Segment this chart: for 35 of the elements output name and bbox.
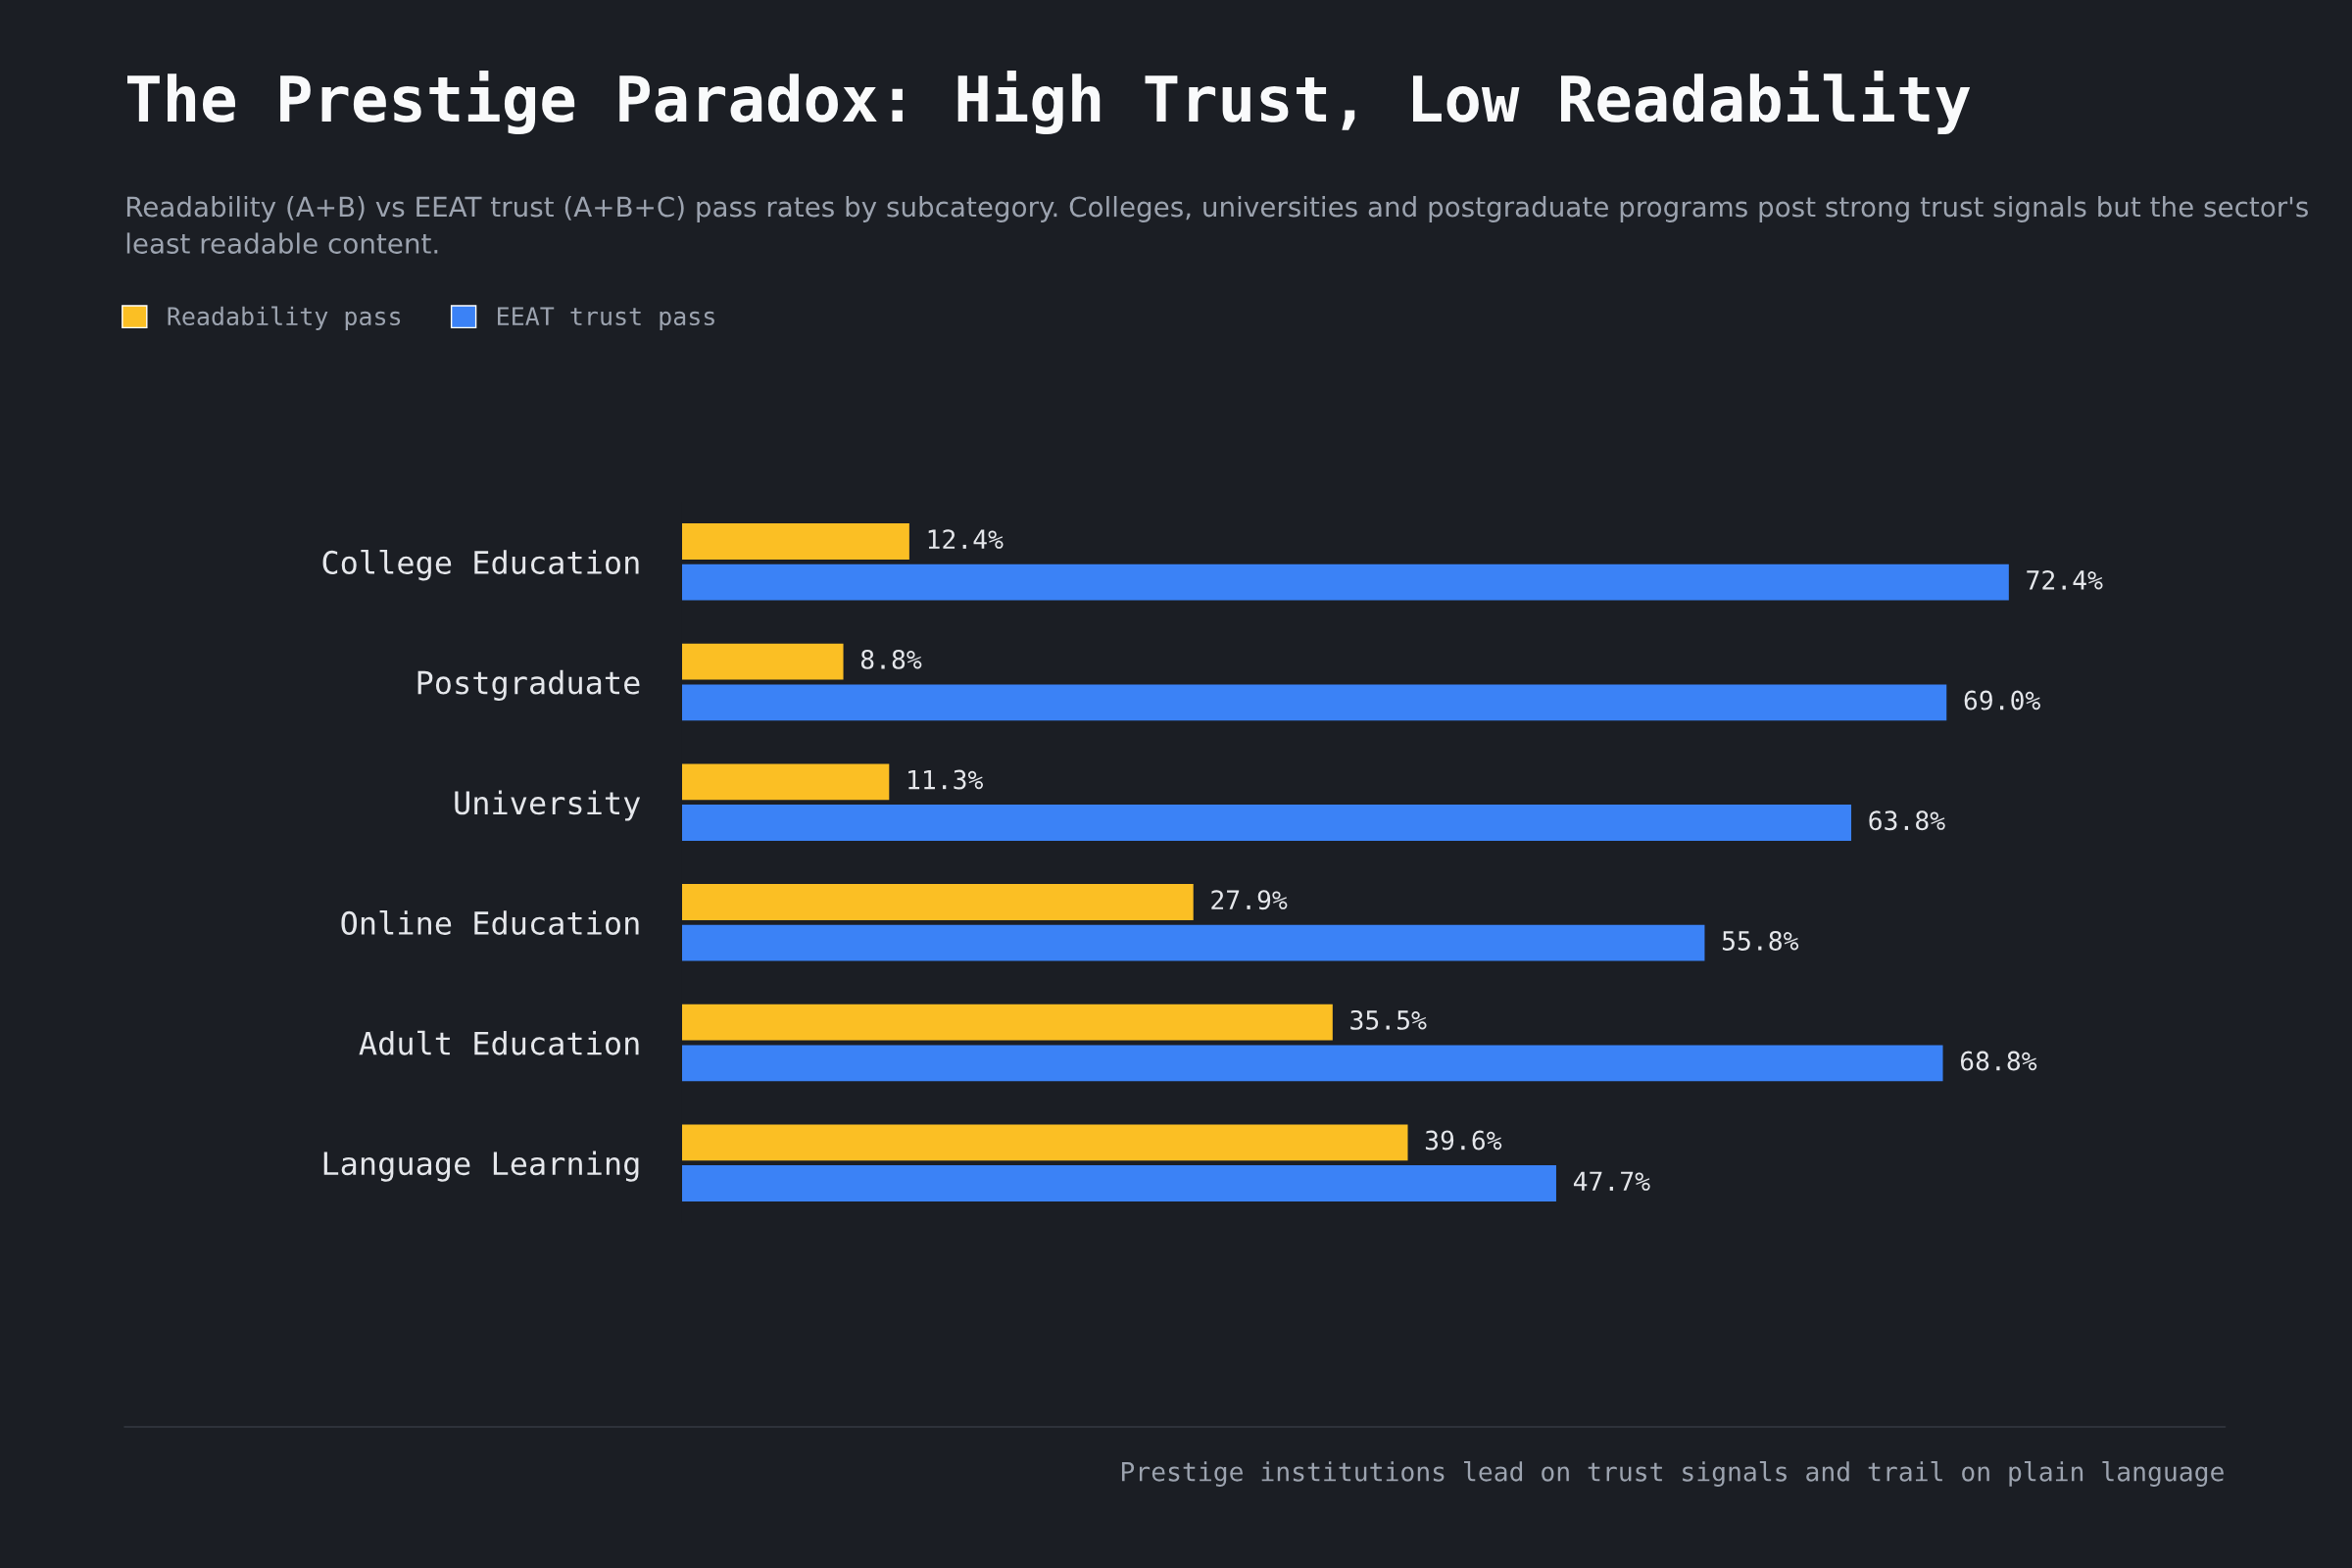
data-label: 68.8% [1960,1051,2037,1071]
legend-label: EEAT trust pass [498,307,714,330]
data-label: 55.8% [1722,930,1799,951]
text: Prestige institutions lead on trust signals and trail on plain language [1121,1461,2224,1487]
bar [682,1045,1943,1082]
chart-title: The Prestige Paradox: High Trust, Low Readability [127,70,1971,135]
data-label: 11.3% [908,769,983,790]
bar [682,924,1705,961]
bar [682,1124,1408,1161]
data-label: 63.8% [1869,810,1945,831]
bar [682,564,2009,601]
data-label: 12.4% [928,529,1004,549]
data-label: 72.4% [2027,569,2103,590]
y-tick-label: Adult Education [359,1030,639,1055]
y-tick-label: Language Learning [323,1151,639,1182]
data-label: 8.8% [860,649,922,669]
data-label: 27.9% [1211,890,1288,910]
bar [682,884,1194,920]
bar [682,805,1852,841]
y-tick-label: College Education [322,550,639,581]
data-label: 47.7% [1573,1171,1650,1191]
chart-subtitle: Readability (A+B) vs EEAT trust (A+B+C) pass rates by subcategory. Colleges, universities and postgraduate programs post strong trust signals but the sector's least readable content. [126,196,2308,254]
bar [682,1004,1333,1041]
bar [682,1165,1556,1201]
y-tick-label: Online Education [341,910,639,936]
legend-label: Readability pass [168,306,401,330]
data-label: 69.0% [1964,690,2040,710]
data-label: 35.5% [1350,1009,1427,1030]
data-label: 39.6% [1425,1130,1502,1151]
bar [682,684,1947,721]
y-tick-label: University [455,790,641,821]
bar [682,643,844,680]
bar [682,763,890,801]
bar [682,523,909,560]
y-tick-label: Postgraduate [417,669,640,701]
